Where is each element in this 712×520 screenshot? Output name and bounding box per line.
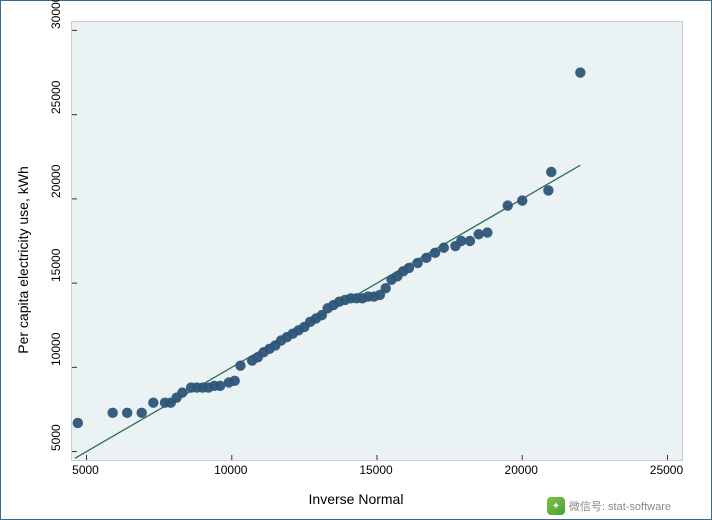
y-tick-label: 5000 (49, 424, 63, 451)
data-point (404, 263, 414, 273)
data-point (473, 229, 483, 239)
watermark: ✦ 微信号: stat-software (547, 497, 671, 515)
data-point (73, 418, 83, 428)
data-point (148, 398, 158, 408)
data-point (412, 258, 422, 268)
y-axis-label: Per capita electricity use, kWh (15, 166, 31, 354)
y-tick-label: 20000 (49, 165, 63, 198)
data-point (575, 67, 585, 77)
data-point (482, 227, 492, 237)
x-tick-label: 5000 (72, 463, 99, 477)
y-tick-label: 25000 (49, 80, 63, 113)
watermark-text: 微信号: stat-software (569, 498, 671, 514)
wechat-icon: ✦ (547, 497, 565, 515)
data-point (235, 360, 245, 370)
data-point (122, 408, 132, 418)
x-tick-label: 15000 (359, 463, 392, 477)
chart-svg (72, 22, 682, 460)
x-tick-label: 20000 (505, 463, 538, 477)
data-point (517, 195, 527, 205)
data-point (543, 185, 553, 195)
data-point (430, 248, 440, 258)
data-point (421, 253, 431, 263)
data-point (465, 236, 475, 246)
data-point (503, 200, 513, 210)
x-tick-label: 10000 (214, 463, 247, 477)
y-tick-label: 15000 (49, 249, 63, 282)
plot-area (71, 21, 683, 461)
y-tick-label: 30000 (49, 0, 63, 29)
data-point (107, 408, 117, 418)
data-point (137, 408, 147, 418)
y-tick-label: 10000 (49, 333, 63, 366)
data-point (546, 167, 556, 177)
x-axis-label: Inverse Normal (309, 491, 404, 507)
data-point (229, 376, 239, 386)
data-point (439, 243, 449, 253)
chart-container: Per capita electricity use, kWh Inverse … (0, 0, 712, 520)
data-point (177, 387, 187, 397)
data-point (381, 283, 391, 293)
x-tick-label: 25000 (650, 463, 683, 477)
